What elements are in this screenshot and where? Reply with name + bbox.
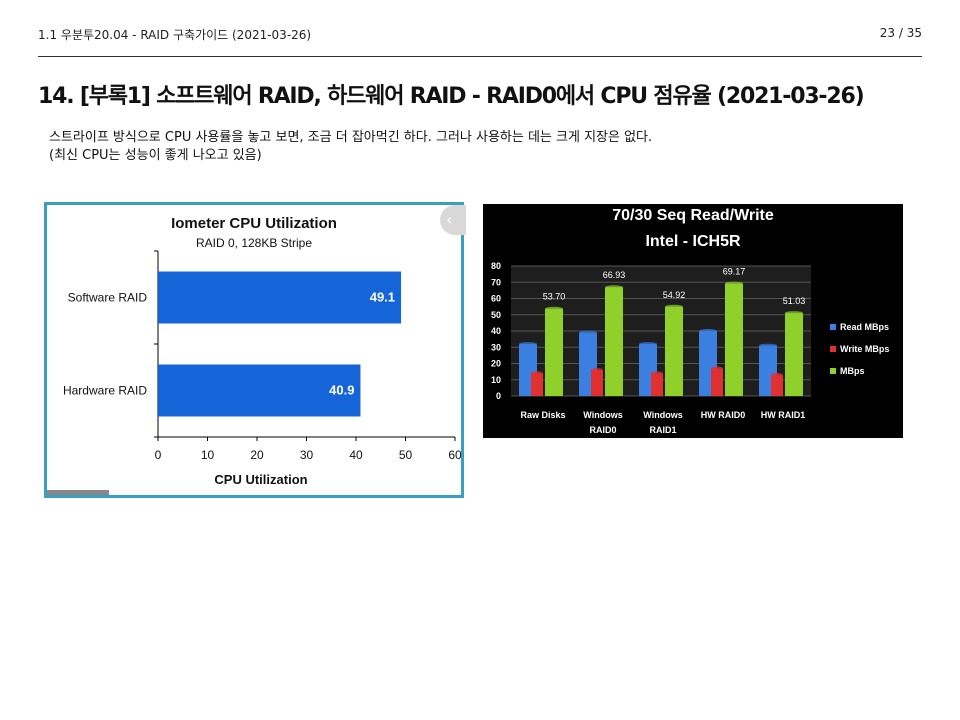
legend-swatch bbox=[830, 324, 836, 330]
legend-label: Write MBps bbox=[840, 344, 889, 354]
legend-swatch bbox=[830, 368, 836, 374]
legend-label: MBps bbox=[840, 366, 865, 376]
bar bbox=[158, 271, 402, 324]
y-tick-label: 60 bbox=[491, 294, 501, 304]
category-label: HW RAID0 bbox=[701, 410, 746, 420]
bar-value-label: 40.9 bbox=[329, 383, 354, 398]
x-tick-label: 20 bbox=[250, 448, 264, 462]
y-tick-label: 10 bbox=[491, 375, 501, 385]
bar bbox=[785, 313, 803, 396]
bar bbox=[591, 370, 603, 396]
page-number: 23 / 35 bbox=[879, 26, 922, 40]
bar-value-label: 66.93 bbox=[603, 270, 626, 280]
horizontal-scrollbar-thumb[interactable] bbox=[47, 490, 109, 495]
x-tick-label: 40 bbox=[349, 448, 363, 462]
bar bbox=[545, 308, 563, 396]
page-title: 14. [부록1] 소프트웨어 RAID, 하드웨어 RAID - RAID0에… bbox=[38, 84, 865, 109]
bar-top bbox=[605, 285, 623, 290]
bar bbox=[531, 373, 543, 396]
category-label: Hardware RAID bbox=[63, 384, 147, 398]
bar bbox=[605, 287, 623, 396]
bar-value-label: 54.92 bbox=[663, 290, 686, 300]
chart-subtitle: Intel - ICH5R bbox=[645, 233, 741, 250]
header-document-title: 1.1 우분투20.04 - RAID 구축가이드 (2021-03-26) bbox=[38, 28, 312, 42]
y-tick-label: 50 bbox=[491, 310, 501, 320]
bar-value-label: 51.03 bbox=[783, 296, 806, 306]
cpu-utilization-chart: Iometer CPU Utilization RAID 0, 128KB Str… bbox=[44, 202, 466, 498]
seq-read-write-chart-svg: 70/30 Seq Read/Write Intel - ICH5R 0 10 20 30… bbox=[491, 207, 889, 435]
x-axis-title: CPU Utilization bbox=[214, 472, 307, 487]
x-tick-label: 30 bbox=[300, 448, 314, 462]
category-label: Software RAID bbox=[68, 291, 148, 305]
body-paragraph: 스트라이프 방식으로 CPU 사용률을 놓고 보면, 조금 더 잡아먹긴 하다.… bbox=[49, 129, 929, 165]
page-header: 1.1 우분투20.04 - RAID 구축가이드 (2021-03-26) 2… bbox=[38, 26, 922, 48]
bar-top bbox=[711, 366, 723, 371]
bar-top bbox=[665, 304, 683, 309]
y-tick-label: 30 bbox=[491, 342, 501, 352]
bar-top bbox=[545, 306, 563, 311]
bar-top bbox=[771, 372, 783, 377]
x-tick-label: 0 bbox=[155, 448, 162, 462]
bar-top bbox=[579, 330, 597, 335]
bar-top bbox=[785, 311, 803, 316]
category-label: RAID1 bbox=[649, 425, 676, 435]
chart-subtitle: RAID 0, 128KB Stripe bbox=[196, 236, 312, 250]
bar-top bbox=[651, 371, 663, 376]
bar-top bbox=[639, 342, 657, 346]
x-tick-label: 50 bbox=[399, 448, 413, 462]
bar bbox=[711, 368, 723, 396]
legend-swatch bbox=[830, 346, 836, 352]
bar-value-label: 49.1 bbox=[370, 290, 395, 305]
category-label: Windows bbox=[643, 410, 682, 420]
cpu-utilization-chart-svg: Iometer CPU Utilization RAID 0, 128KB Str… bbox=[63, 215, 461, 487]
chevron-left-icon[interactable]: ‹ bbox=[440, 205, 466, 235]
category-label: Raw Disks bbox=[520, 410, 565, 420]
bar bbox=[158, 364, 361, 417]
y-tick-label: 20 bbox=[491, 359, 501, 369]
seq-read-write-chart: 70/30 Seq Read/Write Intel - ICH5R 0 10 20 30… bbox=[483, 204, 903, 438]
chart-title: Iometer CPU Utilization bbox=[171, 215, 337, 232]
bar-top bbox=[531, 371, 543, 376]
x-tick-label: 60 bbox=[448, 448, 461, 462]
bar-top bbox=[519, 342, 537, 346]
bar bbox=[771, 374, 783, 396]
bar-top bbox=[591, 368, 603, 372]
category-label: RAID0 bbox=[589, 425, 616, 435]
bar-top bbox=[759, 343, 777, 348]
bar bbox=[665, 306, 683, 396]
y-tick-label: 70 bbox=[491, 277, 501, 287]
bar bbox=[651, 373, 663, 396]
chart-title: 70/30 Seq Read/Write bbox=[612, 207, 774, 224]
bar bbox=[725, 283, 743, 396]
y-tick-label: 80 bbox=[491, 261, 501, 271]
bar-value-label: 53.70 bbox=[543, 292, 566, 302]
header-divider bbox=[38, 56, 922, 57]
bar-top bbox=[699, 329, 717, 333]
category-label: HW RAID1 bbox=[761, 410, 806, 420]
x-tick-label: 10 bbox=[201, 448, 215, 462]
body-line-1: 스트라이프 방식으로 CPU 사용률을 놓고 보면, 조금 더 잡아먹긴 하다.… bbox=[49, 130, 653, 145]
y-tick-label: 40 bbox=[491, 326, 501, 336]
legend-label: Read MBps bbox=[840, 322, 889, 332]
bar-value-label: 69.17 bbox=[723, 267, 746, 277]
category-label: Windows bbox=[583, 410, 622, 420]
y-tick-label: 0 bbox=[496, 391, 501, 401]
bar-top bbox=[725, 281, 743, 286]
body-line-2: (최신 CPU는 성능이 좋게 나오고 있음) bbox=[49, 148, 262, 163]
